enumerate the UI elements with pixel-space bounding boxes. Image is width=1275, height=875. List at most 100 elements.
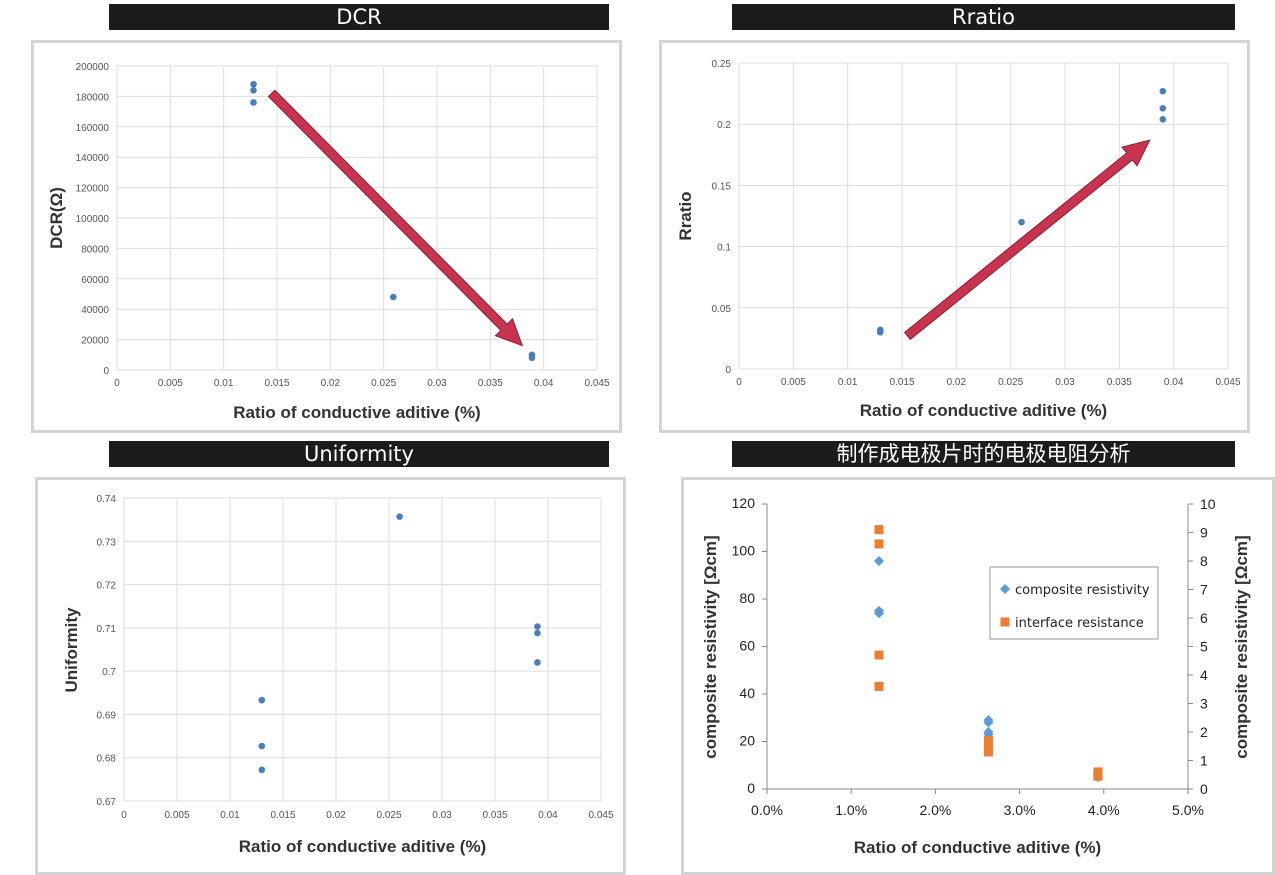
resist-x-tick-label: 4.0% — [1088, 802, 1120, 818]
dcr-x-tick-label: 0.005 — [158, 378, 183, 389]
dcr-title-banner: DCR — [109, 4, 609, 30]
rratio-data-point — [876, 328, 884, 336]
dcr-y-tick-label: 140000 — [76, 153, 110, 164]
dcr-x-tick-label: 0.03 — [427, 378, 447, 389]
resist-y-tick-label: 120 — [732, 495, 756, 511]
interface-resistance-point — [983, 747, 993, 757]
resist-x-tick-label: 2.0% — [919, 802, 951, 818]
rratio-trend-arrow — [903, 139, 1151, 341]
uniformity-data-point — [258, 742, 266, 750]
resist-y-axis-title: composite resistivity [Ωcm] — [701, 535, 720, 758]
uniformity-x-tick-label: 0.04 — [538, 810, 558, 821]
uniformity-x-axis-title: Ratio of conductive aditive (%) — [239, 837, 486, 856]
resist-y2-tick-label: 1 — [1200, 753, 1208, 769]
composite-resistivity-point — [873, 556, 884, 566]
rratio-y-axis-title: Rratio — [676, 191, 695, 240]
uniformity-data-point — [396, 513, 403, 520]
dcr-y-tick-label: 80000 — [81, 244, 109, 255]
dcr-y-tick-label: 60000 — [81, 275, 109, 286]
rratio-data-point — [1159, 116, 1167, 123]
rratio-y-tick-label: 0.25 — [712, 59, 732, 70]
resist-legend: composite resistivity interface resistanc… — [989, 566, 1159, 640]
rratio-x-tick-label: 0.02 — [947, 377, 967, 388]
uniformity-x-tick-label: 0 — [121, 810, 127, 821]
rratio-x-tick-label: 0.045 — [1215, 377, 1240, 388]
rratio-data-point — [1159, 104, 1167, 112]
uniformity-data-point — [258, 696, 266, 704]
legend-diamond-icon — [1000, 584, 1010, 594]
rratio-y-tick-label: 0.15 — [712, 181, 732, 192]
resist-y-tick-label: 60 — [739, 638, 755, 654]
rratio-y-tick-label: 0.05 — [712, 304, 732, 315]
rratio-x-tick-label: 0.035 — [1107, 377, 1132, 388]
rratio-x-tick-label: 0.03 — [1055, 377, 1075, 388]
dcr-x-axis-title: Ratio of conductive aditive (%) — [233, 403, 480, 422]
interface-resistance-point — [983, 736, 993, 746]
uniformity-y-tick-label: 0.73 — [97, 537, 117, 548]
legend-box — [989, 566, 1159, 640]
dcr-y-tick-label: 160000 — [76, 123, 110, 134]
dcr-data-point — [528, 354, 536, 362]
dcr-data-point — [250, 87, 257, 94]
resist-y-tick-label: 100 — [732, 543, 756, 559]
legend-square-icon — [1000, 617, 1010, 627]
resist-y-tick-label: 80 — [739, 590, 755, 606]
resist-y-tick-label: 40 — [739, 685, 755, 701]
uniformity-title-banner: Uniformity — [109, 441, 609, 467]
dcr-y-tick-label: 40000 — [81, 305, 109, 316]
interface-resistance-point — [983, 741, 993, 751]
resist-x-tick-label: 0.0% — [751, 802, 783, 818]
dcr-y-tick-label: 20000 — [81, 336, 109, 347]
dcr-x-tick-label: 0 — [114, 378, 120, 389]
uniformity-y-tick-label: 0.72 — [97, 581, 117, 592]
resist-y-tick-label: 20 — [739, 733, 755, 749]
resistance-title-banner: 制作成电极片时的电极电阻分析 — [732, 441, 1235, 467]
dcr-chart-frame — [31, 40, 622, 433]
resist-x-tick-label: 5.0% — [1172, 802, 1204, 818]
resist-y2-tick-label: 2 — [1200, 724, 1208, 740]
rratio-data-point — [1159, 87, 1167, 95]
uniformity-y-tick-label: 0.67 — [97, 797, 117, 808]
interface-resistance-point — [874, 539, 884, 549]
dcr-data-point — [250, 99, 257, 106]
dcr-data-point — [389, 293, 397, 301]
composite-resistivity-point — [983, 717, 994, 728]
resist-y2-tick-label: 3 — [1200, 696, 1208, 712]
uniformity-y-tick-label: 0.74 — [97, 494, 117, 505]
resist-y2-tick-label: 10 — [1200, 496, 1216, 512]
dcr-x-tick-label: 0.04 — [534, 378, 554, 389]
composite-resistivity-point — [873, 608, 884, 619]
rratio-x-tick-label: 0 — [736, 377, 742, 388]
interface-resistance-point — [1093, 771, 1103, 781]
dcr-y-tick-label: 180000 — [76, 92, 110, 103]
dcr-y-tick-label: 120000 — [76, 184, 110, 195]
resist-y2-axis-title: composite resistivity [Ωcm] — [1232, 535, 1251, 758]
uniformity-data-point — [534, 659, 541, 666]
resist-y-tick-label: 0 — [747, 780, 755, 796]
dcr-data-point — [250, 80, 257, 88]
uniformity-data-point — [534, 623, 541, 630]
resist-y2-tick-label: 9 — [1200, 525, 1208, 541]
resist-y2-tick-label: 6 — [1200, 610, 1208, 626]
uniformity-y-tick-label: 0.69 — [97, 710, 117, 721]
uniformity-x-tick-label: 0.035 — [482, 810, 507, 821]
dcr-y-axis-title: DCR(Ω) — [47, 187, 66, 249]
uniformity-chart-frame — [35, 477, 626, 875]
rratio-chart-frame — [659, 40, 1250, 433]
rratio-x-tick-label: 0.025 — [998, 377, 1023, 388]
resist-y2-tick-label: 0 — [1200, 781, 1208, 797]
dcr-x-tick-label: 0.035 — [478, 378, 503, 389]
resist-x-axis-title: Ratio of conductive aditive (%) — [854, 838, 1101, 857]
dcr-y-tick-label: 200000 — [76, 62, 110, 73]
resist-x-tick-label: 3.0% — [1004, 802, 1036, 818]
uniformity-x-tick-label: 0.045 — [588, 810, 613, 821]
legend-interface-resistance: interface resistance — [1015, 616, 1144, 631]
uniformity-data-point — [534, 629, 541, 637]
resist-y2-tick-label: 4 — [1200, 667, 1208, 683]
dcr-trend-arrow — [267, 89, 524, 347]
rratio-chart: 0 0.005 0.01 0.015 0.02 0.025 0.03 0.035 0.04 0.0… — [676, 59, 1241, 420]
uniformity-chart: 0 0.005 0.01 0.015 0.02 0.025 0.03 0.035 0.04 0.0… — [62, 494, 614, 856]
uniformity-data-point — [258, 766, 266, 774]
rratio-x-tick-label: 0.04 — [1164, 377, 1184, 388]
